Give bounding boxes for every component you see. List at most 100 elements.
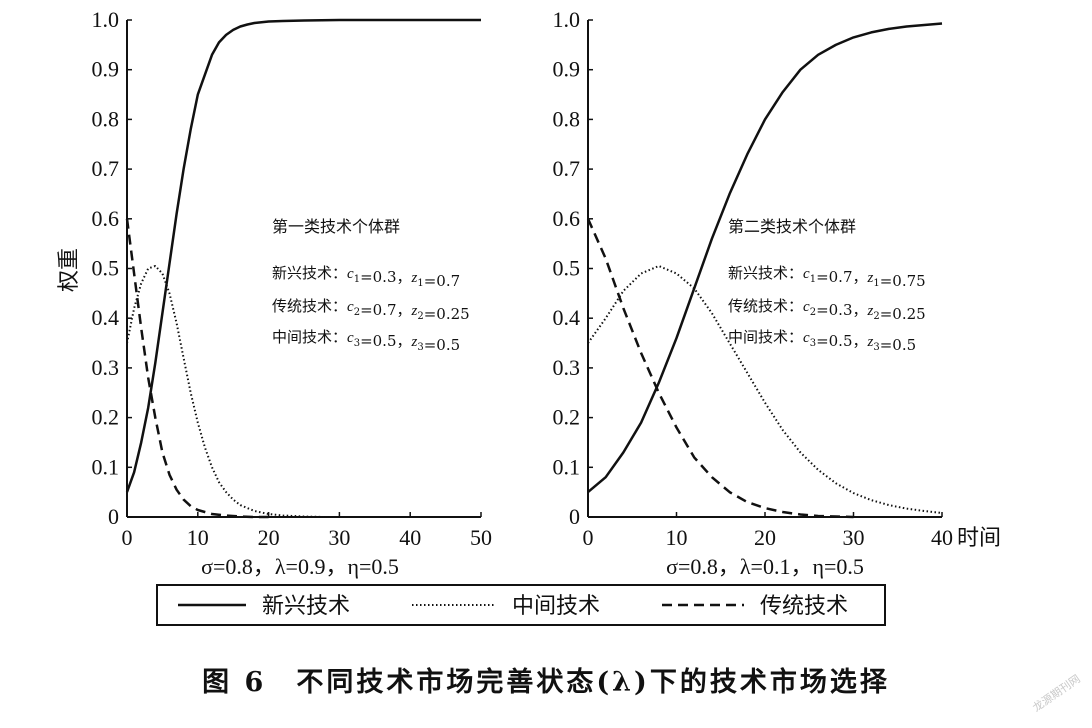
legend-frame	[156, 584, 886, 626]
y-tick-label: 0.6	[553, 206, 581, 231]
annotation-fragment: 3	[417, 342, 423, 353]
annotation-fragment: z	[411, 270, 418, 286]
annotation-fragment: c	[347, 266, 354, 282]
x-tick-label: 0	[122, 525, 133, 550]
y-axis-label: 权重	[57, 248, 82, 292]
annotation-fragment: 1	[354, 274, 360, 285]
annotation-fragment: c	[803, 330, 810, 346]
y-tick-label: 0.2	[553, 405, 581, 430]
series-line-dashed	[125, 218, 269, 519]
right-chart: 0 0.1 0.2 0.3 0.4 0.5 0.6 0.7 0.8 0.9 1.0 0 10 20 30 40…	[553, 7, 1002, 579]
parameter-label: σ=0.8，λ=0.1，η=0.5	[666, 554, 864, 579]
y-tick-label: 0.7	[553, 156, 581, 181]
annotation-fragment: 2	[810, 307, 816, 318]
y-tick-label: 0.4	[92, 305, 120, 330]
y-tick-label: 0.7	[92, 156, 120, 181]
y-tick-label: 0.3	[92, 355, 120, 380]
y-tick-label: 0.9	[92, 57, 120, 82]
y-tick-label: 0.5	[92, 256, 120, 281]
y-tick-label: 0.8	[92, 106, 120, 131]
watermark: 龙源期刊网	[1030, 671, 1083, 714]
x-tick-label: 10	[666, 525, 688, 550]
annotation-fragment: 2	[417, 311, 423, 322]
annotation-title: 第二类技术个体群	[728, 217, 856, 236]
x-tick-label: 20	[754, 525, 776, 550]
x-tick-label: 30	[843, 525, 865, 550]
annotation-fragment: 中间技术：	[728, 328, 803, 346]
annotation-fragment: 3	[810, 338, 816, 349]
annotation-line: 中间技术：c3=0.5，z3=0.5	[272, 328, 460, 354]
annotation-fragment: 2	[873, 311, 879, 322]
y-tick-label: 0.5	[553, 256, 581, 281]
annotation-line: 新兴技术：c1=0.3，z1=0.7	[272, 264, 460, 290]
annotation-fragment: =0.25	[880, 305, 926, 323]
annotation-fragment: 新兴技术：	[728, 264, 803, 282]
annotation-fragment: 1	[417, 278, 423, 289]
x-tick-label: 30	[328, 525, 350, 550]
annotation-fragment: 传统技术：	[728, 297, 803, 315]
y-tick-label: 1.0	[92, 7, 120, 32]
annotation-fragment: 3	[354, 338, 360, 349]
y-tick-label: 0.9	[553, 57, 581, 82]
annotation-fragment: c	[803, 299, 810, 315]
y-tick-label: 1.0	[553, 7, 581, 32]
annotation-fragment: z	[867, 334, 874, 350]
x-axis-label: 时间	[957, 525, 1001, 550]
annotation-fragment: =0.7，	[816, 268, 867, 286]
series-line-dashed	[586, 218, 854, 519]
annotation-fragment: =0.7，	[360, 301, 411, 319]
annotation-fragment: =0.5，	[360, 332, 411, 350]
annotation-fragment: 中间技术：	[272, 328, 347, 346]
x-tick-label: 50	[470, 525, 492, 550]
figure-caption: 图 6 不同技术市场完善状态(λ)下的技术市场选择	[202, 666, 890, 698]
x-tick-label: 40	[399, 525, 421, 550]
annotation-fragment: c	[347, 330, 354, 346]
y-tick-label: 0.3	[553, 355, 581, 380]
y-tick-label: 0.6	[92, 206, 120, 231]
annotation-fragment: z	[867, 303, 874, 319]
y-tick-label: 0.1	[92, 454, 120, 479]
y-tick-label: 0.1	[553, 454, 581, 479]
x-tick-label: 40	[931, 525, 953, 550]
legend-label-intermediate: 中间技术	[512, 594, 600, 619]
legend-label-traditional: 传统技术	[760, 594, 848, 619]
annotation-fragment: z	[411, 334, 418, 350]
y-tick-label: 0.8	[553, 106, 581, 131]
left-chart: 0 0.1 0.2 0.3 0.4 0.5 0.6 0.7 0.8 0.9 1.0 0 10 20 30 40…	[57, 7, 492, 579]
x-tick-label: 10	[187, 525, 209, 550]
annotation-fragment: 1	[873, 278, 879, 289]
annotation-line: 新兴技术：c1=0.7，z1=0.75	[728, 264, 926, 290]
annotation-fragment: =0.75	[880, 272, 926, 290]
annotation-fragment: 新兴技术：	[272, 264, 347, 282]
annotation-fragment: =0.3，	[360, 268, 411, 286]
annotation-fragment: 2	[354, 307, 360, 318]
annotation-fragment: z	[867, 270, 874, 286]
y-tick-label: 0.4	[553, 305, 581, 330]
annotation-line: 传统技术：c2=0.3，z2=0.25	[728, 297, 926, 323]
series-line-solid	[125, 18, 481, 493]
legend-label-emerging: 新兴技术	[262, 594, 350, 619]
annotation-fragment: 3	[873, 342, 879, 353]
annotation-fragment: =0.7	[424, 272, 460, 290]
annotation-line: 传统技术：c2=0.7，z2=0.25	[272, 297, 470, 323]
parameter-label: σ=0.8，λ=0.9，η=0.5	[201, 554, 399, 579]
legend: 新兴技术 中间技术 传统技术	[156, 584, 886, 626]
annotation-fragment: 1	[810, 274, 816, 285]
annotation-fragment: c	[803, 266, 810, 282]
series-line-solid	[587, 22, 943, 494]
y-tick-label: 0	[569, 504, 580, 529]
series-line-dotted	[587, 265, 943, 514]
annotation-fragment: =0.5，	[816, 332, 867, 350]
x-tick-label: 0	[583, 525, 594, 550]
annotation-fragment: c	[347, 299, 354, 315]
annotation-fragment: =0.5	[880, 336, 916, 354]
annotation-fragment: =0.5	[424, 336, 460, 354]
annotation-title: 第一类技术个体群	[272, 217, 400, 236]
x-tick-label: 20	[258, 525, 280, 550]
annotation-fragment: z	[411, 303, 418, 319]
annotation-fragment: 传统技术：	[272, 297, 347, 315]
y-tick-label: 0.2	[92, 405, 120, 430]
annotation-fragment: =0.25	[424, 305, 470, 323]
annotation-fragment: =0.3，	[816, 301, 867, 319]
